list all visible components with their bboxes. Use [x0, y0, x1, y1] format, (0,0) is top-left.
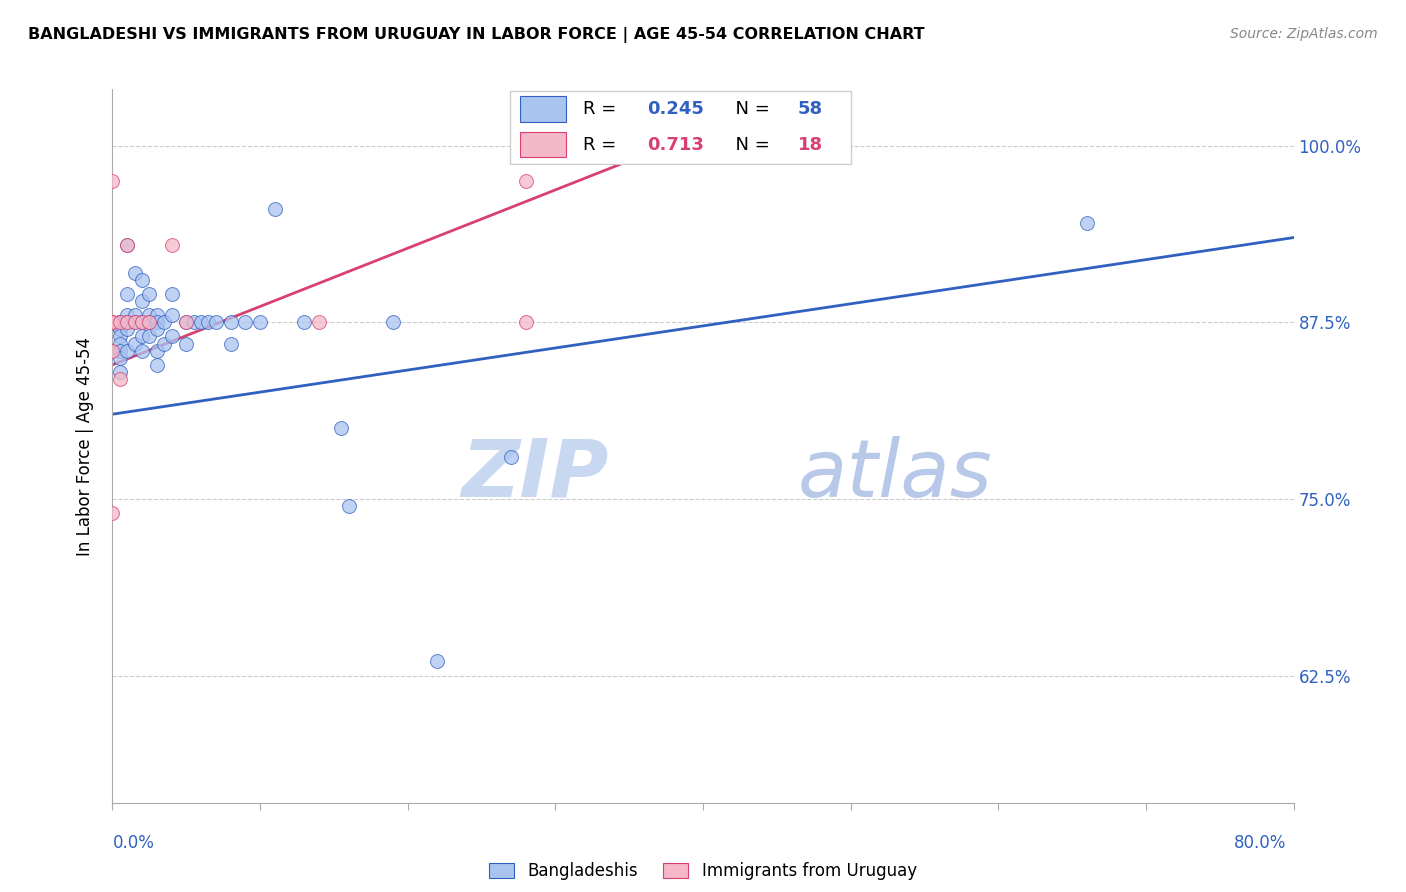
Point [1076, 216, 1098, 230]
Point [108, 336, 131, 351]
Point [219, 336, 242, 351]
Point [131, 315, 153, 329]
Point [108, 322, 131, 336]
Text: R =: R = [583, 136, 623, 153]
Text: 18: 18 [799, 136, 823, 153]
Point [146, 343, 169, 358]
Point [117, 237, 138, 252]
Point [101, 315, 124, 329]
Point [146, 358, 169, 372]
Point [117, 315, 138, 329]
Text: N =: N = [724, 100, 776, 118]
Point [138, 287, 160, 301]
Point [117, 322, 138, 336]
Point [131, 343, 153, 358]
Text: 0.713: 0.713 [647, 136, 703, 153]
Point [131, 315, 153, 329]
Point [190, 315, 212, 329]
Point [249, 315, 271, 329]
Point [264, 202, 287, 217]
Point [117, 343, 138, 358]
Point [131, 315, 153, 329]
Point [117, 308, 138, 322]
Text: ZIP: ZIP [461, 435, 609, 514]
Point [131, 273, 153, 287]
Point [108, 315, 131, 329]
Point [108, 365, 131, 379]
Point [108, 351, 131, 365]
Point [108, 329, 131, 343]
FancyBboxPatch shape [520, 132, 565, 158]
Point [138, 308, 160, 322]
Point [183, 315, 205, 329]
Point [138, 329, 160, 343]
Text: N =: N = [724, 136, 776, 153]
FancyBboxPatch shape [520, 96, 565, 122]
Text: Source: ZipAtlas.com: Source: ZipAtlas.com [1230, 27, 1378, 41]
Point [108, 315, 131, 329]
Point [153, 315, 176, 329]
Point [146, 315, 169, 329]
Point [219, 315, 242, 329]
Point [131, 329, 153, 343]
Point [174, 315, 197, 329]
Point [124, 315, 146, 329]
Point [501, 450, 523, 464]
Point [160, 329, 183, 343]
Point [101, 343, 124, 358]
FancyBboxPatch shape [509, 91, 851, 163]
Point [131, 294, 153, 309]
Point [233, 315, 256, 329]
Point [124, 336, 146, 351]
Point [174, 336, 197, 351]
Point [101, 315, 124, 329]
Point [292, 315, 315, 329]
Point [146, 308, 169, 322]
Point [160, 308, 183, 322]
Point [160, 237, 183, 252]
Legend: Bangladeshis, Immigrants from Uruguay: Bangladeshis, Immigrants from Uruguay [489, 862, 917, 880]
Point [138, 315, 160, 329]
Point [108, 315, 131, 329]
Point [108, 315, 131, 329]
Text: 0.0%: 0.0% [112, 834, 155, 852]
Point [382, 315, 405, 329]
Point [205, 315, 228, 329]
Text: BANGLADESHI VS IMMIGRANTS FROM URUGUAY IN LABOR FORCE | AGE 45-54 CORRELATION CH: BANGLADESHI VS IMMIGRANTS FROM URUGUAY I… [28, 27, 925, 43]
Point [101, 315, 124, 329]
Point [124, 308, 146, 322]
Text: R =: R = [583, 100, 623, 118]
Point [308, 315, 330, 329]
Point [515, 174, 537, 188]
Point [337, 499, 360, 513]
Text: atlas: atlas [797, 435, 993, 514]
Point [330, 421, 353, 435]
Point [108, 322, 131, 336]
Point [146, 322, 169, 336]
Point [515, 315, 537, 329]
Point [108, 372, 131, 386]
Y-axis label: In Labor Force | Age 45-54: In Labor Force | Age 45-54 [76, 336, 94, 556]
Text: 80.0%: 80.0% [1234, 834, 1286, 852]
Point [426, 655, 449, 669]
Point [197, 315, 219, 329]
Point [138, 315, 160, 329]
Point [160, 287, 183, 301]
Point [117, 287, 138, 301]
Point [101, 174, 124, 188]
Point [108, 343, 131, 358]
Point [124, 315, 146, 329]
Point [153, 336, 176, 351]
Text: 0.245: 0.245 [647, 100, 703, 118]
Point [117, 237, 138, 252]
Point [101, 506, 124, 520]
Point [174, 315, 197, 329]
Point [124, 266, 146, 280]
Point [117, 315, 138, 329]
Text: 58: 58 [799, 100, 823, 118]
